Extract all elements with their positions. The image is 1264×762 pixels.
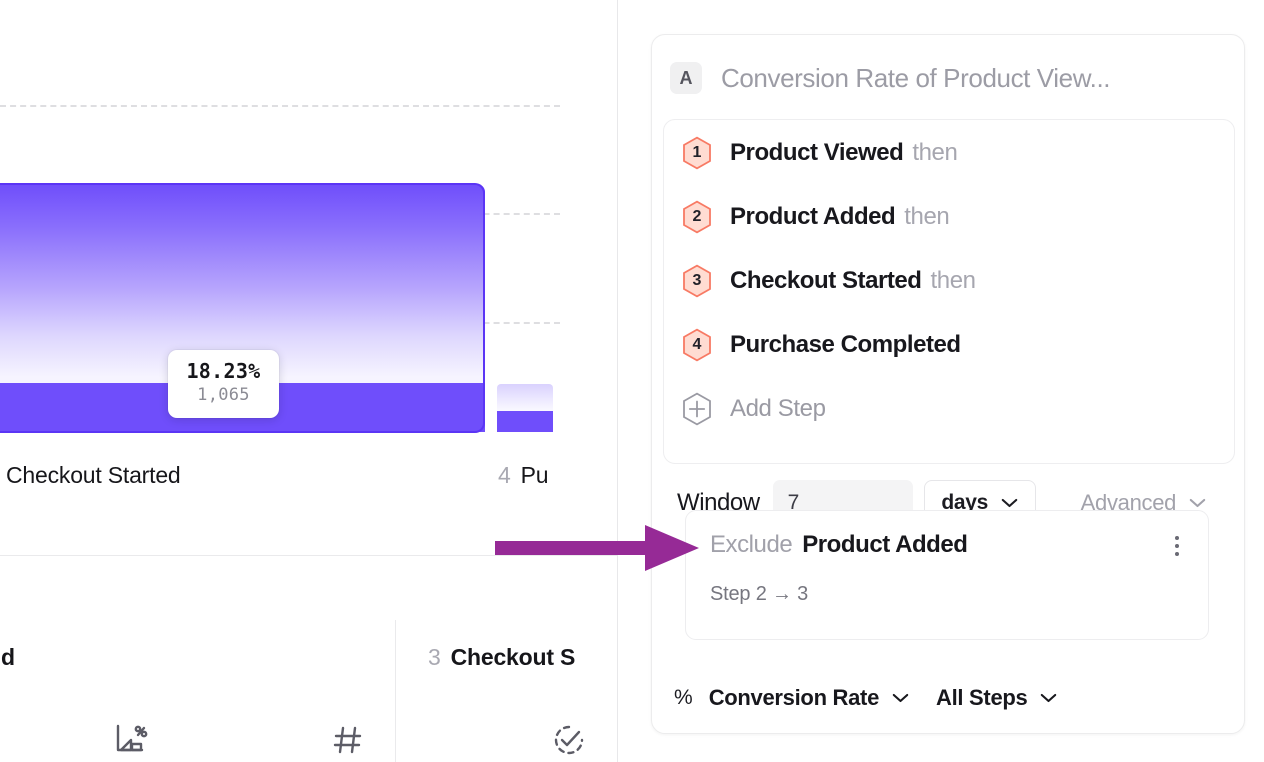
step-event-label: Product Added bbox=[730, 203, 896, 230]
metric-select[interactable]: Conversion Rate bbox=[709, 685, 909, 711]
chevron-down-icon bbox=[1001, 498, 1018, 508]
query-title[interactable]: Conversion Rate of Product View... bbox=[721, 62, 1111, 93]
chart-tooltip: 18.23% 1,065 bbox=[168, 350, 279, 418]
step-number: 4 bbox=[692, 336, 702, 353]
lower-card-title-checkout-started: 3 Checkout S bbox=[428, 644, 575, 671]
gridline bbox=[0, 105, 560, 107]
lower-name: d bbox=[1, 644, 15, 670]
panel-footer: % Conversion Rate All Steps bbox=[674, 685, 1057, 711]
exclude-step-range: Step 2 → 3 bbox=[710, 583, 809, 605]
exclude-step-card[interactable]: Exclude Product Added Step 2 → 3 bbox=[685, 510, 1209, 640]
plus-hex-icon bbox=[682, 392, 712, 426]
step-number: 2 bbox=[692, 208, 702, 225]
step-number: 1 bbox=[692, 144, 702, 161]
panel-header: A Conversion Rate of Product View... bbox=[652, 35, 1244, 121]
step-connector: then bbox=[904, 203, 950, 230]
x-axis-name: Checkout Started bbox=[6, 462, 181, 488]
add-step-label: Add Step bbox=[730, 395, 826, 422]
funnel-bar-purchase-completed[interactable] bbox=[497, 384, 553, 432]
step-row-2[interactable]: 2 Product Added then bbox=[682, 196, 950, 238]
window-unit-label: days bbox=[941, 491, 988, 514]
x-axis-label-checkout-started: Checkout Started bbox=[0, 462, 181, 489]
check-circle-icon[interactable] bbox=[549, 720, 589, 760]
step-row-4[interactable]: 4 Purchase Completed bbox=[682, 324, 970, 366]
step-number-hex-icon: 2 bbox=[682, 200, 712, 234]
bar-gradient bbox=[0, 184, 485, 383]
step-event-label: Purchase Completed bbox=[730, 331, 961, 358]
x-axis-index: 4 bbox=[498, 462, 511, 488]
scope-select[interactable]: All Steps bbox=[936, 685, 1057, 711]
bar-base bbox=[497, 411, 553, 432]
bar-gradient bbox=[497, 384, 553, 411]
step-number-hex-icon: 3 bbox=[682, 264, 712, 298]
step-event-label: Product Viewed bbox=[730, 139, 904, 166]
x-axis-name: Pu bbox=[520, 462, 549, 488]
metric-label: Conversion Rate bbox=[708, 685, 880, 710]
tooltip-percent: 18.23% bbox=[186, 359, 261, 383]
column-divider bbox=[395, 620, 396, 762]
lower-name: Checkout S bbox=[450, 644, 576, 670]
hash-icon[interactable] bbox=[328, 720, 368, 760]
step-number-hex-icon: 1 bbox=[682, 136, 712, 170]
exclude-prefix-label: Exclude bbox=[710, 531, 793, 558]
tooltip-count: 1,065 bbox=[197, 385, 250, 405]
section-divider bbox=[0, 555, 617, 556]
query-builder-panel: A Conversion Rate of Product View... 1 P… bbox=[651, 34, 1245, 734]
step-number-hex-icon: 4 bbox=[682, 328, 712, 362]
scope-label: All Steps bbox=[936, 685, 1028, 710]
bar-body bbox=[497, 384, 553, 432]
step-connector: then bbox=[912, 139, 958, 166]
step-number: 3 bbox=[692, 272, 702, 289]
query-letter-badge[interactable]: A bbox=[670, 62, 702, 94]
lower-card-title-truncated: d bbox=[0, 644, 15, 671]
percent-icon: % bbox=[674, 686, 693, 709]
step-event-label: Checkout Started bbox=[730, 267, 922, 294]
overflow-menu-icon[interactable] bbox=[1166, 533, 1188, 559]
lower-index: 3 bbox=[428, 644, 441, 670]
funnel-percent-icon[interactable] bbox=[110, 720, 150, 760]
chevron-down-icon bbox=[1189, 498, 1206, 508]
chevron-down-icon bbox=[1041, 693, 1057, 703]
step-row-1[interactable]: 1 Product Viewed then bbox=[682, 132, 958, 174]
chevron-down-icon bbox=[892, 693, 909, 703]
x-axis-label-purchase-completed: 4 Pu bbox=[498, 462, 549, 489]
exclude-event-label: Product Added bbox=[802, 531, 968, 558]
pane-divider bbox=[617, 0, 618, 762]
step-row-3[interactable]: 3 Checkout Started then bbox=[682, 260, 976, 302]
steps-card: 1 Product Viewed then 2 Product Added th… bbox=[663, 119, 1235, 527]
exclude-title-row: Exclude Product Added bbox=[710, 531, 1188, 559]
add-step-button[interactable]: Add Step bbox=[682, 388, 826, 430]
step-connector: then bbox=[930, 267, 977, 294]
funnel-chart-pane: 18.23% 1,065 Checkout Started 4 Pu d 3 Che… bbox=[0, 0, 617, 762]
